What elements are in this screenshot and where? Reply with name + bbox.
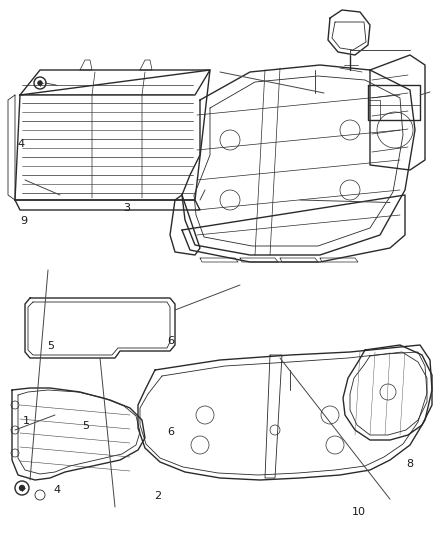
Text: 5: 5	[47, 342, 54, 351]
Text: 1: 1	[23, 416, 30, 426]
Circle shape	[20, 486, 25, 490]
Text: 10: 10	[352, 507, 366, 516]
Circle shape	[38, 81, 42, 85]
Text: 4: 4	[18, 139, 25, 149]
Text: 8: 8	[406, 459, 413, 469]
Text: 9: 9	[21, 216, 28, 226]
Text: 6: 6	[167, 427, 174, 437]
Text: 2: 2	[154, 491, 161, 500]
Text: 4: 4	[53, 486, 60, 495]
Text: 5: 5	[82, 422, 89, 431]
Text: 6: 6	[167, 336, 174, 346]
Text: 3: 3	[124, 203, 131, 213]
